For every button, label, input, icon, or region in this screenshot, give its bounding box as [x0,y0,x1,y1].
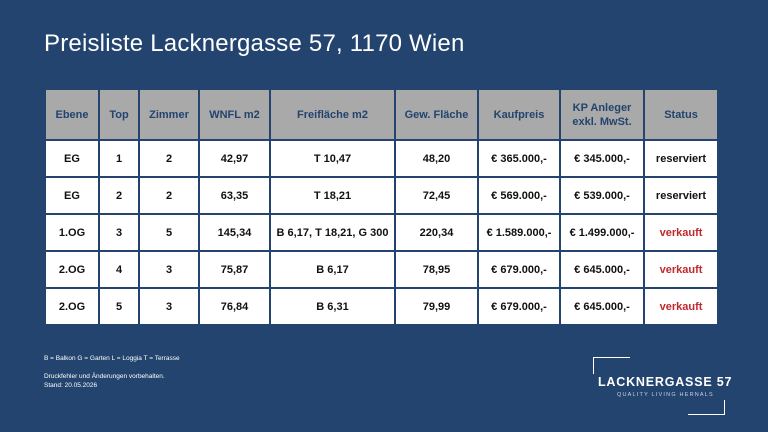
abbreviation-legend: B = Balkon G = Garten L = Loggia T = Ter… [44,355,180,362]
cell-kaufpreis: € 1.589.000,- [477,213,561,252]
cell-status: reserviert [643,139,719,178]
table-row: EG 2 2 63,35 T 18,21 72,45 € 569.000,- €… [44,176,719,215]
column-header-zimmer: Zimmer [138,88,200,141]
cell-gew-flaeche: 78,95 [394,250,479,289]
disclaimer-text: Druckfehler und Änderungen vorbehalten. [44,373,165,380]
cell-freiflaeche: T 18,21 [269,176,396,215]
cell-kp-anleger: € 539.000,- [559,176,645,215]
cell-wnfl: 42,97 [198,139,271,178]
cell-zimmer: 5 [138,213,200,252]
cell-top: 1 [98,139,140,178]
cell-gew-flaeche: 48,20 [394,139,479,178]
brand-logo: LACKNERGASSE 57 QUALITY LIVING HERNALS [593,357,731,415]
cell-top: 3 [98,213,140,252]
cell-freiflaeche: B 6,17, T 18,21, G 300 [269,213,396,252]
cell-ebene: 2.OG [44,287,100,326]
table-row: 2.OG 5 3 76,84 B 6,31 79,99 € 679.000,- … [44,287,719,326]
cell-ebene: 1.OG [44,213,100,252]
cell-zimmer: 3 [138,287,200,326]
cell-wnfl: 76,84 [198,287,271,326]
cell-kp-anleger: € 645.000,- [559,287,645,326]
cell-gew-flaeche: 79,99 [394,287,479,326]
cell-kp-anleger: € 1.499.000,- [559,213,645,252]
logo-frame-corner [593,357,630,374]
table-row: 1.OG 3 5 145,34 B 6,17, T 18,21, G 300 2… [44,213,719,252]
cell-top: 5 [98,287,140,326]
column-header-status: Status [643,88,719,141]
cell-wnfl: 75,87 [198,250,271,289]
cell-wnfl: 63,35 [198,176,271,215]
column-header-wnfl: WNFL m2 [198,88,271,141]
page-title: Preisliste Lacknergasse 57, 1170 Wien [44,30,465,57]
cell-kaufpreis: € 365.000,- [477,139,561,178]
table-row: EG 1 2 42,97 T 10,47 48,20 € 365.000,- €… [44,139,719,178]
cell-zimmer: 2 [138,176,200,215]
price-table: Ebene Top Zimmer WNFL m2 Freifläche m2 G… [44,88,719,326]
cell-status: verkauft [643,287,719,326]
column-header-gew-flaeche: Gew. Fläche [394,88,479,141]
cell-ebene: 2.OG [44,250,100,289]
cell-ebene: EG [44,139,100,178]
column-header-kp-anleger: KP Anleger exkl. MwSt. [559,88,645,141]
cell-kp-anleger: € 345.000,- [559,139,645,178]
cell-freiflaeche: B 6,17 [269,250,396,289]
cell-top: 2 [98,176,140,215]
logo-tagline: QUALITY LIVING HERNALS [617,392,714,398]
cell-freiflaeche: B 6,31 [269,287,396,326]
date-stamp: Stand: 20.05.2026 [44,381,98,389]
logo-brand-name: LACKNERGASSE 57 [598,375,733,389]
logo-frame-corner [688,400,725,415]
cell-gew-flaeche: 72,45 [394,176,479,215]
column-header-freiflaeche: Freifläche m2 [269,88,396,141]
cell-kp-anleger: € 645.000,- [559,250,645,289]
cell-kaufpreis: € 679.000,- [477,287,561,326]
column-header-kaufpreis: Kaufpreis [477,88,561,141]
cell-status: verkauft [643,213,719,252]
cell-status: reserviert [643,176,719,215]
cell-kaufpreis: € 569.000,- [477,176,561,215]
cell-zimmer: 3 [138,250,200,289]
cell-zimmer: 2 [138,139,200,178]
cell-ebene: EG [44,176,100,215]
cell-status: verkauft [643,250,719,289]
disclaimer-block: Druckfehler und Änderungen vorbehalten. … [44,373,165,390]
column-header-top: Top [98,88,140,141]
cell-freiflaeche: T 10,47 [269,139,396,178]
table-header-row: Ebene Top Zimmer WNFL m2 Freifläche m2 G… [44,88,719,141]
column-header-ebene: Ebene [44,88,100,141]
table-row: 2.OG 4 3 75,87 B 6,17 78,95 € 679.000,- … [44,250,719,289]
cell-kaufpreis: € 679.000,- [477,250,561,289]
cell-gew-flaeche: 220,34 [394,213,479,252]
cell-top: 4 [98,250,140,289]
cell-wnfl: 145,34 [198,213,271,252]
